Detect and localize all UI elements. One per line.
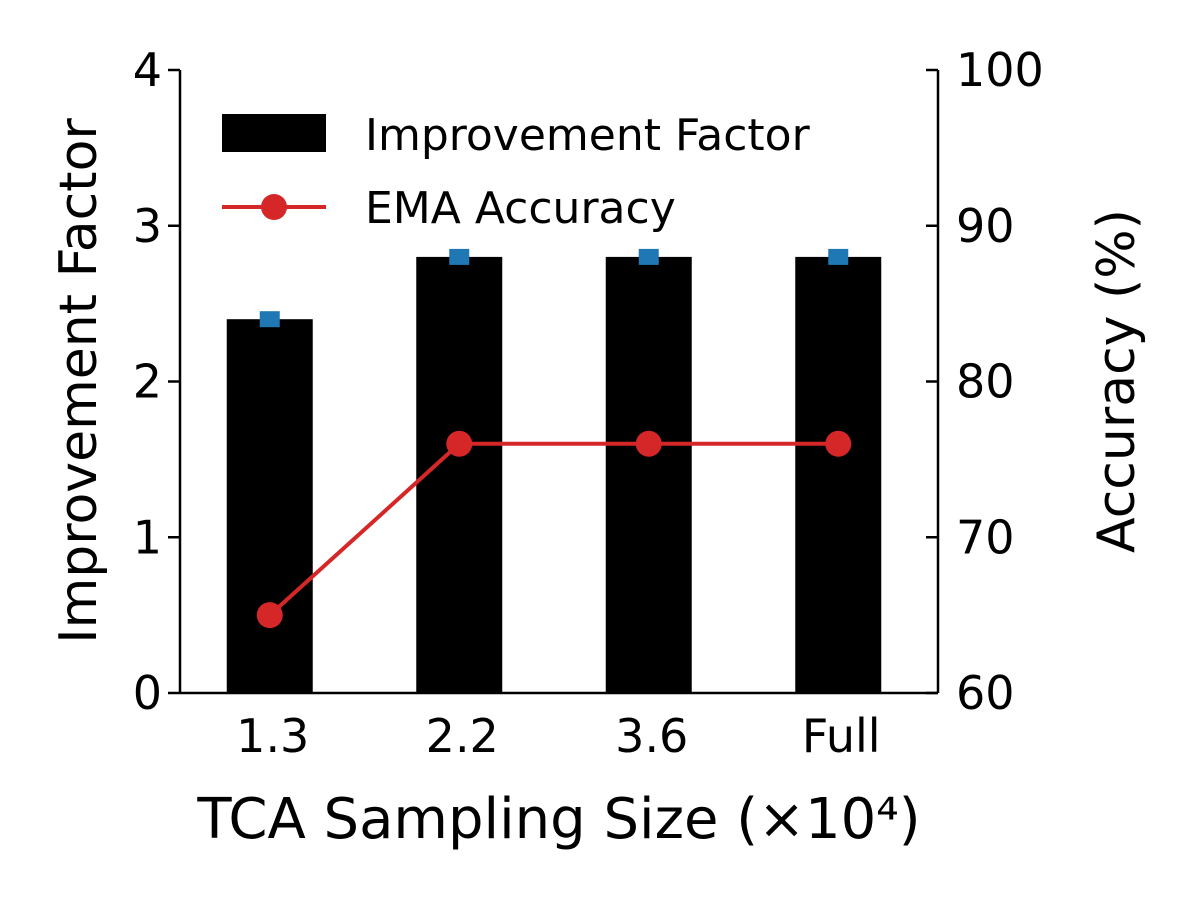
left-tick-label: 2 — [133, 355, 162, 409]
y-axis-label-left: Improvement Factor — [49, 118, 109, 644]
bar-marker-1.3 — [259, 311, 280, 328]
legend: Improvement Factor EMA Accuracy — [222, 110, 811, 234]
accuracy-point-1.3 — [256, 602, 283, 629]
legend-label-ema-accuracy: EMA Accuracy — [365, 183, 676, 234]
right-tick-label: 100 — [956, 43, 1044, 97]
bar-2.2 — [416, 256, 503, 693]
bar-marker-2.2 — [449, 248, 470, 265]
right-tick-label: 70 — [956, 510, 1015, 564]
x-tick-label: 1.3 — [236, 709, 309, 763]
accuracy-line-group — [256, 430, 852, 629]
x-axis-label: TCA Sampling Size (×10⁴) — [196, 787, 920, 852]
legend-label-improvement-factor: Improvement Factor — [365, 110, 811, 161]
accuracy-point-2.2 — [446, 430, 473, 457]
y-axis-label-right: Accuracy (%) — [1087, 209, 1147, 553]
left-tick-label: 1 — [133, 510, 162, 564]
x-tick-label: Full — [802, 709, 881, 763]
bar-marker-3.6 — [638, 248, 659, 265]
accuracy-line — [268, 441, 839, 617]
legend-swatch-bar — [222, 114, 326, 152]
accuracy-point-3.6 — [635, 430, 662, 457]
bar-3.6 — [605, 256, 692, 693]
x-ticks: 1.3 2.2 3.6 Full — [236, 709, 880, 763]
bar-markers-group — [259, 248, 849, 328]
bars-group — [226, 256, 882, 693]
left-tick-label: 4 — [133, 43, 162, 97]
right-y-ticks: 60 70 80 90 100 — [926, 43, 1044, 720]
left-y-ticks: 0 1 2 3 4 — [133, 43, 180, 720]
right-tick-label: 60 — [956, 666, 1015, 720]
bar-Full — [795, 256, 882, 693]
right-tick-label: 90 — [956, 199, 1015, 253]
left-tick-label: 3 — [133, 199, 162, 253]
bar-1.3 — [226, 319, 313, 693]
right-tick-label: 80 — [956, 355, 1015, 409]
accuracy-point-Full — [825, 430, 852, 457]
legend-swatch-marker — [261, 194, 287, 220]
x-tick-label: 2.2 — [426, 709, 499, 763]
x-tick-label: 3.6 — [615, 709, 688, 763]
bar-marker-Full — [828, 248, 849, 265]
left-tick-label: 0 — [133, 666, 162, 720]
